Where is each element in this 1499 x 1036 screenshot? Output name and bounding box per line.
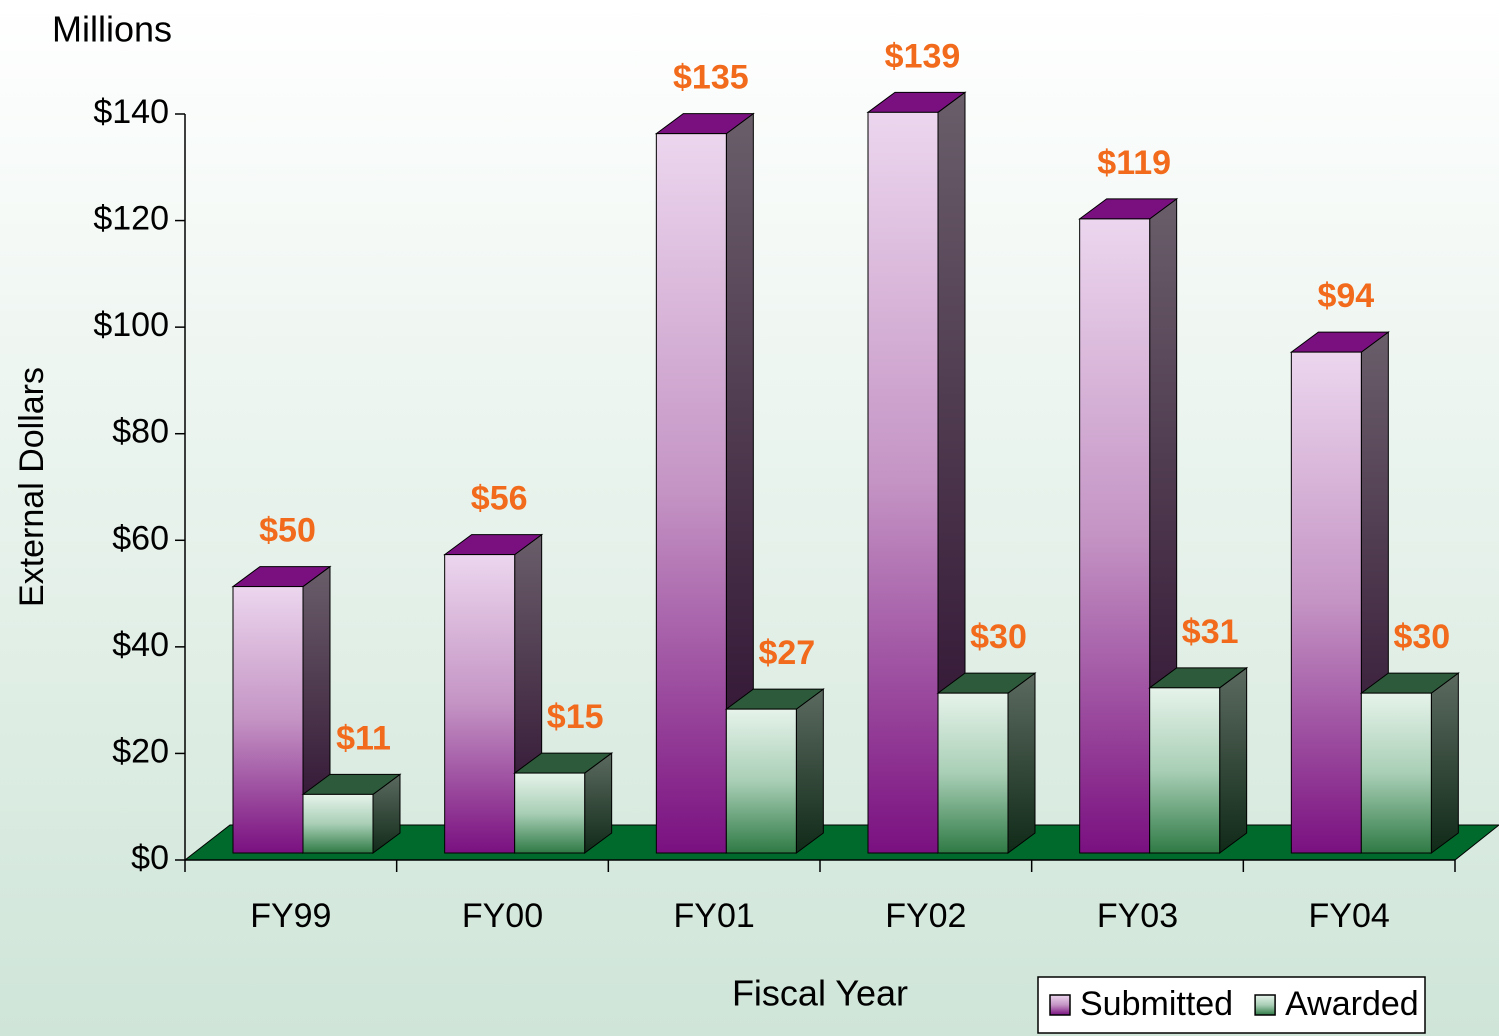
bar — [513, 752, 614, 854]
y-tick-label: $0 — [131, 839, 169, 877]
legend-swatch — [1254, 994, 1276, 1016]
bar-side — [1007, 672, 1036, 854]
bar-front — [232, 586, 304, 854]
value-label: $30 — [970, 618, 1027, 656]
bar-front — [514, 772, 586, 854]
y-axis-label: External Dollars — [13, 367, 51, 607]
bar-front — [302, 793, 374, 854]
bar-front — [1360, 692, 1432, 854]
x-tick-label: FY00 — [462, 897, 543, 935]
value-label: $50 — [259, 512, 316, 550]
legend-label: Awarded — [1285, 985, 1419, 1023]
bar-front — [1290, 351, 1362, 854]
bar-side — [1219, 666, 1248, 854]
x-tick-label: FY03 — [1097, 897, 1178, 935]
bar — [231, 565, 332, 854]
value-label: $94 — [1317, 277, 1374, 315]
value-label: $119 — [1097, 144, 1171, 182]
legend-swatch — [1049, 994, 1071, 1016]
bar — [1359, 672, 1460, 854]
value-label: $27 — [758, 634, 815, 672]
bar — [1148, 666, 1249, 854]
value-label: $30 — [1393, 618, 1450, 656]
y-tick-label: $20 — [112, 732, 169, 770]
bar — [654, 112, 755, 854]
bar — [724, 688, 825, 854]
x-tick-label: FY04 — [1309, 897, 1390, 935]
bar-side — [795, 688, 824, 854]
bar-front — [725, 708, 797, 854]
value-label: $11 — [336, 719, 391, 757]
bar-front — [937, 692, 1009, 854]
value-label: $56 — [471, 480, 528, 518]
bar — [866, 91, 967, 854]
y-tick-label: $60 — [112, 519, 169, 557]
bar-side — [1430, 672, 1459, 854]
legend — [1037, 976, 1426, 1034]
y-tick-label: $120 — [93, 200, 169, 238]
unit-label: Millions — [52, 9, 172, 50]
value-label: $139 — [885, 37, 961, 75]
bar-front — [1149, 687, 1221, 854]
bar-front — [444, 554, 516, 854]
bar-front — [867, 111, 939, 854]
y-tick-label: $40 — [112, 626, 169, 664]
x-axis-label: Fiscal Year — [732, 973, 908, 1014]
value-label: $135 — [673, 59, 749, 97]
legend-label: Submitted — [1080, 985, 1233, 1023]
x-tick-label: FY99 — [250, 897, 331, 935]
value-label: $15 — [547, 698, 604, 736]
bar-front — [655, 133, 727, 854]
value-label: $31 — [1182, 613, 1239, 651]
y-tick-label: $100 — [93, 306, 169, 344]
x-tick-label: FY02 — [885, 897, 966, 935]
x-tick-label: FY01 — [674, 897, 755, 935]
y-tick-label: $140 — [93, 93, 169, 131]
bar — [936, 672, 1037, 854]
y-tick-label: $80 — [112, 413, 169, 451]
bar-front — [1079, 218, 1151, 854]
bar — [301, 773, 402, 854]
